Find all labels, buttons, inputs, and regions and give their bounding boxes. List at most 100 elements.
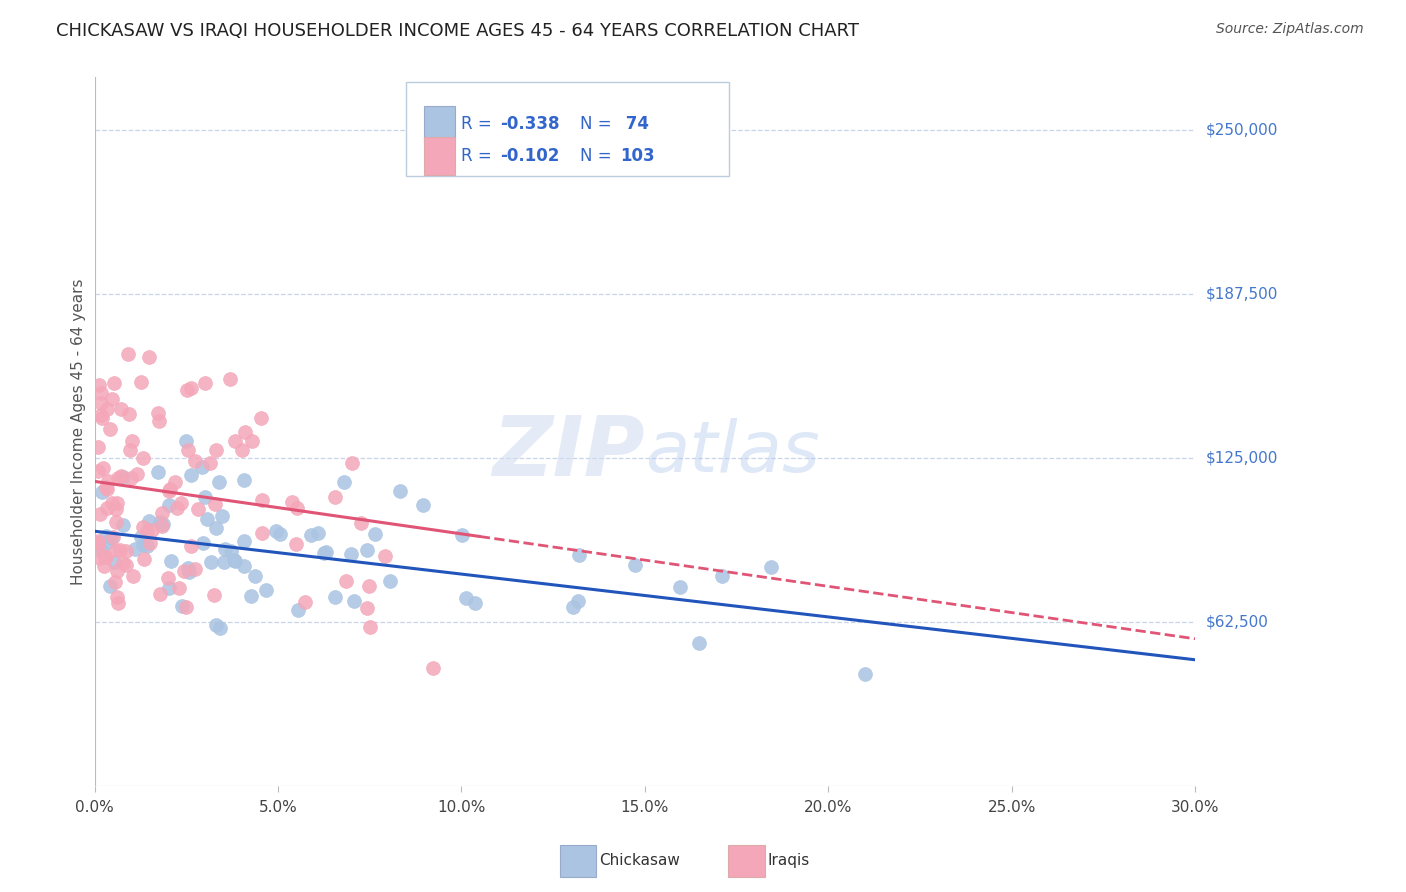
Point xyxy=(231,442,253,457)
Text: $187,500: $187,500 xyxy=(1206,286,1278,301)
Point xyxy=(177,442,200,457)
Text: R =: R = xyxy=(461,115,496,134)
Point xyxy=(120,443,142,458)
Point xyxy=(243,569,266,583)
Text: -0.102: -0.102 xyxy=(501,147,560,165)
Point xyxy=(149,587,172,601)
Point xyxy=(269,527,291,541)
Point xyxy=(148,406,170,420)
Point xyxy=(91,461,114,475)
Point xyxy=(122,569,145,583)
Point xyxy=(96,501,118,516)
Point xyxy=(299,528,322,542)
Point xyxy=(138,515,160,529)
Point xyxy=(184,562,207,576)
Point xyxy=(159,482,181,496)
Point xyxy=(176,600,198,615)
Point xyxy=(103,376,125,391)
Point xyxy=(97,474,120,488)
Point xyxy=(132,539,155,553)
Point xyxy=(315,545,337,559)
Point xyxy=(132,450,155,465)
Point xyxy=(87,537,110,551)
Point xyxy=(219,543,242,558)
Point xyxy=(176,434,198,449)
Point xyxy=(211,508,233,523)
Point xyxy=(224,554,246,568)
Point xyxy=(180,539,202,553)
Point xyxy=(173,564,195,578)
Point xyxy=(689,636,711,650)
Point xyxy=(202,588,225,602)
Point xyxy=(360,620,382,634)
Point xyxy=(105,516,128,530)
Point xyxy=(180,381,202,395)
Point xyxy=(218,372,240,386)
Point xyxy=(139,536,162,550)
Point xyxy=(105,543,128,558)
Text: Source: ZipAtlas.com: Source: ZipAtlas.com xyxy=(1216,22,1364,37)
Point xyxy=(111,518,134,533)
Point xyxy=(374,549,396,563)
Text: Chickasaw: Chickasaw xyxy=(599,854,681,868)
Point xyxy=(191,460,214,475)
Point xyxy=(205,442,228,457)
Point xyxy=(89,507,111,521)
Text: Iraqis: Iraqis xyxy=(768,854,810,868)
Point xyxy=(87,464,110,478)
Point xyxy=(205,617,228,632)
Point xyxy=(101,530,124,544)
Point xyxy=(107,470,129,484)
Point xyxy=(150,519,173,533)
Point xyxy=(333,475,356,490)
Point xyxy=(91,410,114,425)
Point xyxy=(90,408,112,422)
Point xyxy=(200,555,222,569)
Point xyxy=(105,502,128,516)
Point xyxy=(378,574,401,588)
Point xyxy=(100,496,122,510)
Point xyxy=(711,569,734,583)
Text: $62,500: $62,500 xyxy=(1206,615,1270,629)
Point xyxy=(96,480,118,494)
Point xyxy=(412,499,434,513)
Point xyxy=(249,411,271,425)
Point xyxy=(138,350,160,364)
Point xyxy=(239,589,262,603)
Point xyxy=(90,386,112,401)
Point xyxy=(121,434,143,448)
Point xyxy=(285,501,308,516)
Point xyxy=(194,490,217,504)
Point xyxy=(149,515,172,529)
Y-axis label: Householder Income Ages 45 - 64 years: Householder Income Ages 45 - 64 years xyxy=(72,278,86,585)
Point xyxy=(157,498,180,512)
Text: atlas: atlas xyxy=(645,418,820,487)
Point xyxy=(124,541,146,556)
Point xyxy=(93,559,115,574)
Point xyxy=(623,558,645,573)
Point xyxy=(312,546,335,560)
Point xyxy=(108,542,131,557)
Point xyxy=(129,530,152,544)
Point xyxy=(323,590,346,604)
Point xyxy=(100,531,122,545)
Point xyxy=(233,425,256,439)
Point xyxy=(103,556,125,570)
Point xyxy=(120,471,142,485)
Point xyxy=(204,497,226,511)
Point xyxy=(669,580,692,594)
Text: N =: N = xyxy=(581,147,617,165)
Point xyxy=(207,475,229,489)
Point xyxy=(90,544,112,558)
Point xyxy=(105,495,128,509)
Point xyxy=(356,601,378,615)
Point xyxy=(159,483,181,498)
Point xyxy=(118,407,141,421)
Point xyxy=(422,660,444,674)
Point xyxy=(191,536,214,550)
Point xyxy=(87,533,110,548)
Point xyxy=(567,594,589,608)
Point xyxy=(853,667,876,681)
Point xyxy=(294,594,316,608)
Point xyxy=(112,469,135,483)
